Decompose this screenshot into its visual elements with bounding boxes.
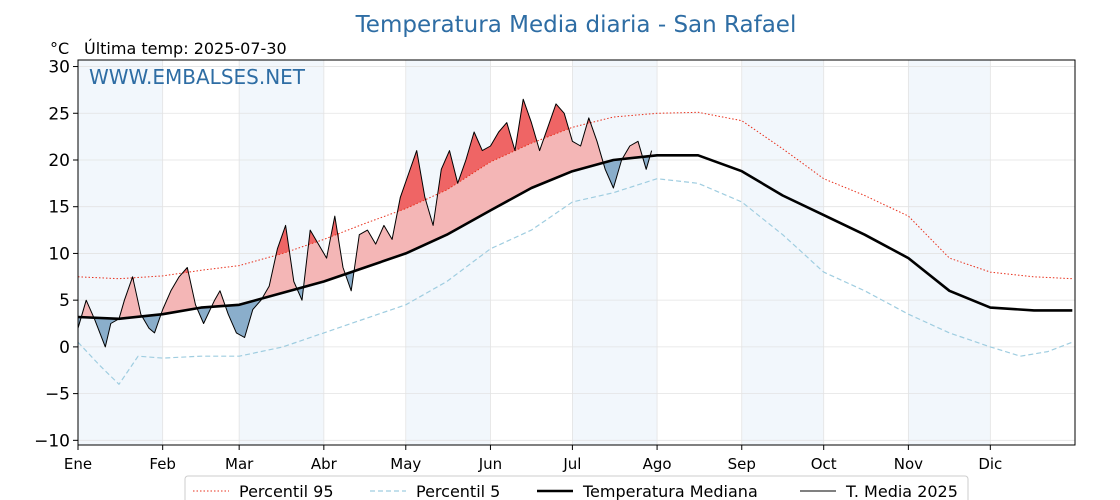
x-tick-label-dic: Dic bbox=[978, 455, 1002, 473]
y-tick-label: 30 bbox=[48, 58, 70, 78]
below-median-fill bbox=[198, 306, 212, 324]
watermark: WWW.EMBALSES.NET bbox=[89, 65, 306, 89]
above-median-fill bbox=[262, 225, 298, 299]
month-band-sep bbox=[741, 60, 824, 445]
legend-label-t-media-2025: T. Media 2025 bbox=[845, 482, 958, 500]
month-band-nov bbox=[908, 60, 991, 445]
y-tick-label: 20 bbox=[48, 151, 70, 171]
above-median-fill bbox=[355, 99, 604, 271]
unit-label: °C bbox=[50, 39, 69, 58]
series-line-percentil-5 bbox=[77, 178, 1073, 385]
above-p95-fill bbox=[308, 230, 317, 245]
plot-frame bbox=[77, 59, 1076, 446]
y-axis: −10 −5 0 5 10 15 20 25 30 bbox=[34, 58, 78, 451]
y-tick-label: 25 bbox=[48, 104, 70, 124]
y-tick-label: −5 bbox=[45, 385, 70, 405]
month-bands bbox=[78, 60, 991, 445]
above-median-fill bbox=[120, 276, 143, 319]
series-line-percentil-95 bbox=[77, 111, 1073, 280]
legend-box bbox=[184, 475, 969, 500]
series-lines bbox=[77, 98, 1073, 385]
above-median-fill bbox=[161, 267, 199, 315]
x-tick-label-feb: Feb bbox=[149, 455, 176, 473]
x-tick-label-ene: Ene bbox=[64, 455, 92, 473]
x-tick-label-jun: Jun bbox=[478, 455, 502, 473]
x-tick-label-nov: Nov bbox=[894, 455, 923, 473]
y-tick-label: −10 bbox=[34, 431, 70, 451]
y-tick-label: 5 bbox=[59, 291, 70, 311]
x-tick-label-abr: Abr bbox=[311, 455, 338, 473]
below-median-fill bbox=[345, 262, 356, 291]
month-band-ene bbox=[78, 60, 163, 445]
month-band-may bbox=[405, 60, 491, 445]
above-p95-fill bbox=[438, 150, 458, 194]
y-tick-label: 0 bbox=[59, 338, 70, 358]
below-median-fill bbox=[603, 157, 623, 188]
x-tick-label-oct: Oct bbox=[811, 455, 837, 473]
x-tick-label-ago: Ago bbox=[643, 455, 672, 473]
x-tick-label-may: May bbox=[390, 455, 421, 473]
legend-label-percentil-5: Percentil 5 bbox=[416, 482, 500, 500]
legend-label-percentil-95: Percentil 95 bbox=[239, 482, 334, 500]
series-line-temperatura-mediana bbox=[77, 154, 1073, 321]
y-tick-label: 10 bbox=[48, 244, 70, 264]
legend-label-temperatura-mediana: Temperatura Mediana bbox=[582, 482, 758, 500]
x-tick-label-sep: Sep bbox=[728, 455, 756, 473]
last-temp-label: Última temp: 2025-07-30 bbox=[84, 39, 287, 58]
series-line-t-media-2025 bbox=[77, 98, 653, 348]
above-p95-fill bbox=[545, 103, 570, 138]
below-median-fill bbox=[643, 155, 651, 170]
month-band-jul bbox=[572, 60, 658, 445]
below-median-fill bbox=[142, 313, 162, 333]
above-median-fill bbox=[211, 290, 226, 307]
legend: Percentil 95 Percentil 5 Temperatura Media… bbox=[184, 475, 969, 500]
x-axis: Ene Feb Mar Abr May Jun Jul Ago Sep Oct Nov Dic bbox=[64, 445, 1002, 473]
chart-title: Temperatura Media diaria - San Rafael bbox=[355, 12, 797, 38]
x-tick-label-jul: Jul bbox=[562, 455, 581, 473]
above-median-fill bbox=[622, 141, 644, 160]
x-tick-label-mar: Mar bbox=[225, 455, 254, 473]
y-tick-label: 15 bbox=[48, 198, 70, 218]
below-median-fill bbox=[94, 317, 119, 347]
below-median-fill bbox=[225, 297, 263, 338]
